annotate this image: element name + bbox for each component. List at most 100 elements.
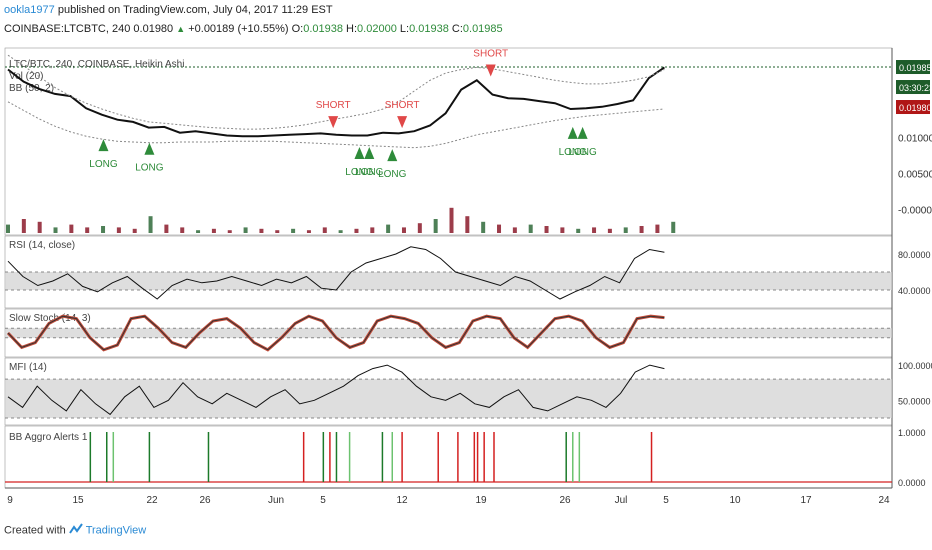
- volume-bar: [497, 224, 502, 233]
- x-tick-label: 9: [7, 495, 13, 506]
- volume-bar: [291, 228, 296, 233]
- volume-bar: [37, 221, 42, 233]
- long-label: LONG: [559, 147, 588, 158]
- close-value: 0.01985: [462, 23, 503, 35]
- x-tick-label: 10: [729, 495, 741, 506]
- alerts-tick-label: 1.0000: [898, 428, 926, 438]
- footer: Created with TradingView: [4, 523, 146, 538]
- volume-bar: [433, 219, 438, 233]
- price-tag-label: 03:30:23: [899, 83, 932, 93]
- indicator-label: Vol (20): [9, 71, 43, 82]
- rsi-tick-label: 40.0000: [898, 286, 931, 296]
- x-tick-label: Jul: [615, 495, 628, 506]
- indicator-label: BB (50, 2): [9, 83, 54, 94]
- created-with-label: Created with: [4, 524, 66, 537]
- volume-bar: [21, 219, 26, 233]
- pane-frame-0: [4, 47, 893, 236]
- volume-bar: [180, 227, 185, 233]
- long-signal-icon: [144, 142, 155, 155]
- mfi-title: MFI (14): [9, 362, 47, 373]
- volume-bar: [401, 227, 406, 233]
- volume-bar: [338, 230, 343, 233]
- price-tag-label: 0.01980: [899, 103, 932, 113]
- bb-band-line: [7, 101, 665, 149]
- long-label: LONG: [355, 167, 384, 178]
- volume-bar: [528, 224, 533, 233]
- stoch-series: [7, 315, 665, 351]
- volume-bar: [354, 228, 359, 233]
- volume-bar: [196, 230, 201, 233]
- price-tag-label: 0.01985: [899, 63, 932, 73]
- volume-bar: [607, 228, 612, 233]
- long-signal-icon: [577, 126, 588, 139]
- main-title: LTC/BTC, 240, COINBASE, Heikin Ashi: [9, 59, 184, 70]
- pane-frame-4: [4, 425, 893, 489]
- mfi-tick-label: 50.0000: [898, 396, 931, 406]
- stoch-title: Slow Stoch (14, 3): [9, 313, 91, 324]
- volume-bar: [306, 230, 311, 233]
- open-value: 0.01938: [303, 23, 343, 35]
- volume-bar: [243, 227, 248, 233]
- volume-bar: [417, 223, 422, 233]
- volume-bar: [576, 228, 581, 233]
- short-label: SHORT: [473, 49, 508, 60]
- x-tick-label: 24: [878, 495, 890, 506]
- rsi-band: [5, 272, 892, 290]
- tradingview-link[interactable]: TradingView: [85, 524, 147, 537]
- volume-bar: [623, 227, 628, 233]
- price-tag-bg: [896, 80, 930, 95]
- price-tag-bg: [896, 60, 930, 75]
- volume-bar: [116, 227, 121, 233]
- long-signal-icon: [354, 147, 365, 159]
- low-value: 0.01938: [409, 23, 449, 35]
- x-tick-label: Jun: [268, 495, 284, 506]
- tradingview-logo-icon: [68, 523, 83, 538]
- x-tick-label: 17: [800, 495, 812, 506]
- high-value: 0.02000: [357, 23, 397, 35]
- x-tick-label: 5: [320, 495, 326, 506]
- publish-info: published on TradingView.com, July 04, 2…: [57, 4, 333, 16]
- alerts-title: BB Aggro Alerts 1: [9, 432, 88, 443]
- long-signal-icon: [364, 147, 375, 159]
- rsi-series: [7, 246, 665, 300]
- x-tick-label: 19: [475, 495, 487, 506]
- long-label: LONG: [89, 159, 118, 170]
- short-signal-icon: [485, 64, 496, 77]
- last-price: 0.01980: [133, 23, 174, 35]
- volume-bar: [6, 224, 10, 233]
- volume-bar: [69, 224, 74, 233]
- price-tick-label: 0.01000: [898, 134, 932, 145]
- price-change: +0.00189 (+10.55%): [188, 23, 289, 35]
- long-signal-icon: [387, 149, 398, 162]
- x-tick-label: 5: [663, 495, 669, 506]
- volume-bar: [53, 227, 58, 233]
- author-link[interactable]: ookla1977: [4, 4, 55, 16]
- close-label: C:: [451, 23, 463, 35]
- volume-bar: [101, 226, 106, 233]
- x-tick-label: 26: [199, 495, 211, 506]
- rsi-tick-label: 80.0000: [898, 250, 931, 260]
- publish-header: ookla1977 published on TradingView.com, …: [4, 4, 333, 16]
- open-label: O:: [291, 23, 304, 35]
- volume-bar: [211, 228, 216, 233]
- volume-bar: [512, 227, 517, 233]
- volume-bar: [275, 230, 280, 233]
- long-signal-icon: [98, 139, 109, 152]
- volume-bar: [560, 227, 565, 233]
- symbol-label: COINBASE:LTCBTC, 240: [4, 23, 131, 35]
- long-label: LONG: [568, 147, 597, 158]
- ohlc-header: COINBASE:LTCBTC, 240 0.01980 ▲ +0.00189 …: [4, 23, 503, 35]
- mfi-series: [7, 364, 665, 416]
- short-signal-icon: [397, 116, 408, 129]
- volume-bar: [465, 216, 470, 233]
- volume-bar: [481, 221, 486, 233]
- volume-bar: [85, 227, 90, 233]
- volume-bar: [655, 224, 660, 233]
- price-series: [7, 66, 665, 138]
- short-signal-icon: [328, 116, 339, 129]
- volume-bar: [544, 226, 549, 233]
- long-signal-icon: [567, 126, 578, 139]
- volume-bar: [322, 227, 327, 233]
